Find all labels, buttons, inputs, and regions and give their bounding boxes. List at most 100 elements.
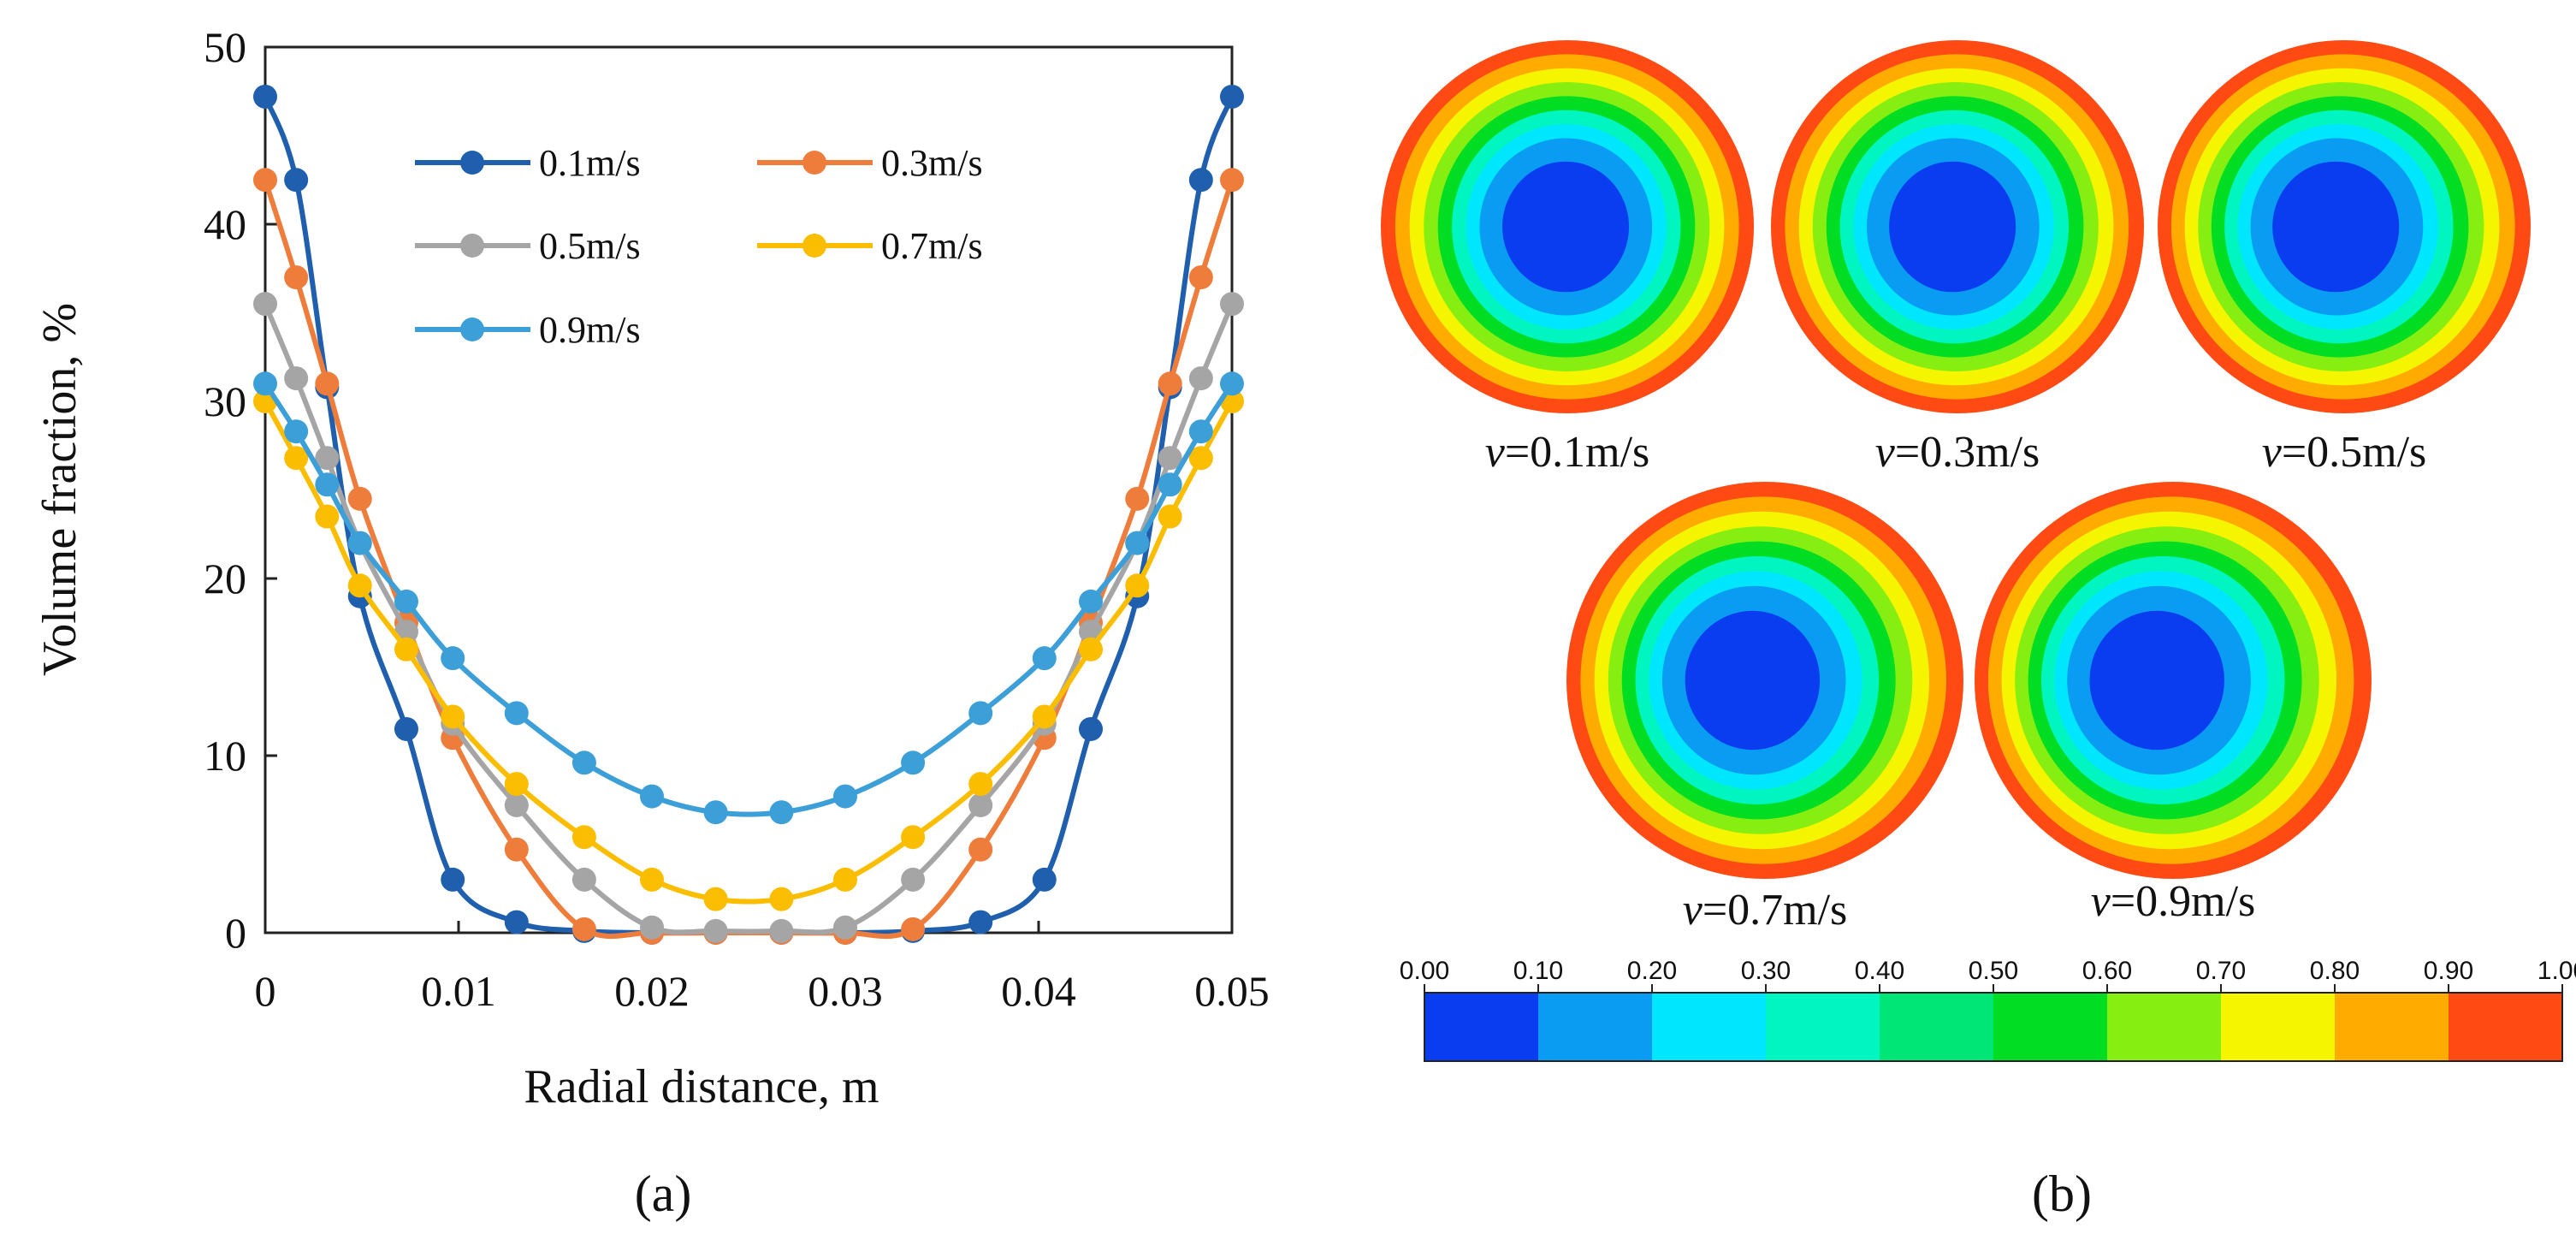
colorbar-segment (1424, 993, 1539, 1061)
contour-level (1685, 610, 1821, 751)
data-point (504, 772, 529, 797)
data-point (253, 168, 277, 193)
data-point (1220, 168, 1244, 193)
x-tick-label: 0 (255, 967, 276, 1015)
contour-level (2272, 161, 2400, 293)
velocity-value: =0.1m/s (1505, 428, 1649, 477)
legend-label: 0.3m/s (881, 142, 983, 184)
colorbar-segment (1652, 993, 1767, 1061)
velocity-value: =0.7m/s (1703, 886, 1847, 934)
data-point (315, 446, 340, 471)
contour-level (2089, 610, 2224, 751)
data-point (284, 366, 309, 391)
colorbar-tick-label: 0.90 (2424, 957, 2473, 985)
data-point (769, 918, 794, 943)
colorbar-tick-label: 0.40 (1855, 957, 1904, 985)
y-tick-label: 0 (225, 909, 246, 957)
colorbar-segment (2221, 993, 2336, 1061)
data-point (901, 825, 926, 850)
legend-marker (460, 317, 484, 341)
y-tick-label: 50 (204, 23, 246, 71)
y-tick-label: 30 (204, 377, 246, 425)
colorbar-tick-label: 0.80 (2310, 957, 2360, 985)
data-point (1220, 292, 1244, 317)
data-point (347, 486, 372, 511)
data-point (284, 446, 309, 471)
data-point (347, 531, 372, 555)
data-point (1032, 704, 1057, 729)
contour-level (1889, 161, 2016, 293)
series-line (263, 382, 1235, 817)
x-tick-label: 0.03 (808, 967, 883, 1015)
contour-label: v=0.1m/s (1485, 428, 1650, 477)
data-point (504, 792, 529, 817)
colorbar-segment (2335, 993, 2449, 1061)
colorbar: 0.00 0.10 0.20 0.30 0.40 0.50 0.60 0.70 0.80 0.90… (1400, 957, 2576, 1062)
data-point (347, 573, 372, 598)
colorbar-segment (1766, 993, 1880, 1061)
x-tick-label: 0.01 (421, 967, 496, 1015)
legend-item: 0.9m/s (415, 309, 641, 351)
data-point (284, 265, 309, 290)
data-point (571, 825, 596, 850)
data-point (441, 867, 465, 892)
legend-label: 0.7m/s (881, 225, 983, 267)
data-point (1220, 371, 1244, 396)
data-point (968, 701, 993, 726)
series-0.9m/s (253, 371, 1244, 825)
contour-label: v=0.9m/s (2091, 877, 2256, 926)
contour-label: v=0.3m/s (1875, 428, 2040, 477)
data-point (703, 918, 728, 943)
y-tick-label: 10 (204, 732, 246, 780)
velocity-symbol: v (2262, 428, 2283, 477)
data-point (315, 504, 340, 529)
colorbar-segment (2107, 993, 2222, 1061)
data-point (968, 837, 993, 862)
data-point (284, 168, 309, 193)
data-point (571, 917, 596, 941)
contour-plot: v=0.9m/s (1975, 482, 2372, 926)
velocity-symbol: v (1683, 886, 1703, 934)
data-point (253, 292, 277, 317)
data-point (1158, 472, 1182, 497)
contour-panel: v=0.1m/s v=0.3m/s v=0.5m/sv=0.7m/s v=0.9m/s… (1381, 40, 2576, 1222)
velocity-symbol: v (1485, 428, 1506, 477)
colorbar-segment (1538, 993, 1653, 1061)
data-point (504, 837, 529, 862)
data-point (504, 910, 529, 934)
legend-label: 0.9m/s (539, 309, 641, 351)
contour-label: v=0.5m/s (2262, 428, 2427, 477)
data-point (833, 784, 857, 809)
y-tick-label: 20 (204, 555, 246, 602)
colorbar-segment (2449, 993, 2563, 1061)
colorbar-tick-label: 0.10 (1513, 957, 1563, 985)
data-point (253, 371, 277, 396)
data-point (833, 867, 857, 892)
x-tick-label: 0.04 (1001, 967, 1076, 1015)
colorbar-tick-label: 0.00 (1400, 957, 1449, 985)
data-point (901, 751, 926, 775)
colorbar-tick-label: 1.00 (2538, 957, 2576, 985)
data-point (968, 772, 993, 797)
colorbar-tick-label: 0.50 (1969, 957, 2018, 985)
panel-label-a: (a) (635, 1166, 692, 1222)
legend-marker (802, 234, 826, 258)
data-point (703, 887, 728, 911)
data-point (769, 887, 794, 911)
data-point (315, 371, 340, 396)
data-point (394, 716, 418, 741)
x-tick-label: 0.02 (614, 967, 690, 1015)
series-0.7m/s (253, 389, 1244, 911)
data-point (571, 751, 596, 775)
legend-marker (460, 151, 484, 175)
velocity-value: =0.5m/s (2282, 428, 2426, 477)
data-point (1158, 504, 1182, 529)
x-axis-label: Radial distance, m (524, 1060, 879, 1113)
series-group (253, 84, 1244, 945)
colorbar-tick-label: 0.70 (2196, 957, 2246, 985)
velocity-symbol: v (2091, 877, 2111, 926)
data-point (640, 867, 664, 892)
legend-item: 0.5m/s (415, 225, 641, 267)
colorbar-tick-label: 0.60 (2082, 957, 2132, 985)
